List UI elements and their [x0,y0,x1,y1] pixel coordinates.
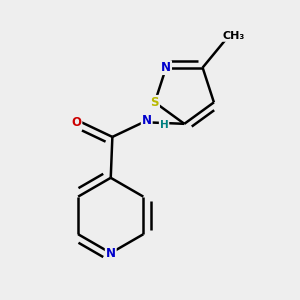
Text: H: H [160,120,168,130]
Text: N: N [106,247,116,260]
Text: N: N [161,61,171,74]
Text: CH₃: CH₃ [223,31,245,41]
Text: O: O [71,116,81,129]
Text: N: N [142,114,152,127]
Text: S: S [151,96,159,109]
